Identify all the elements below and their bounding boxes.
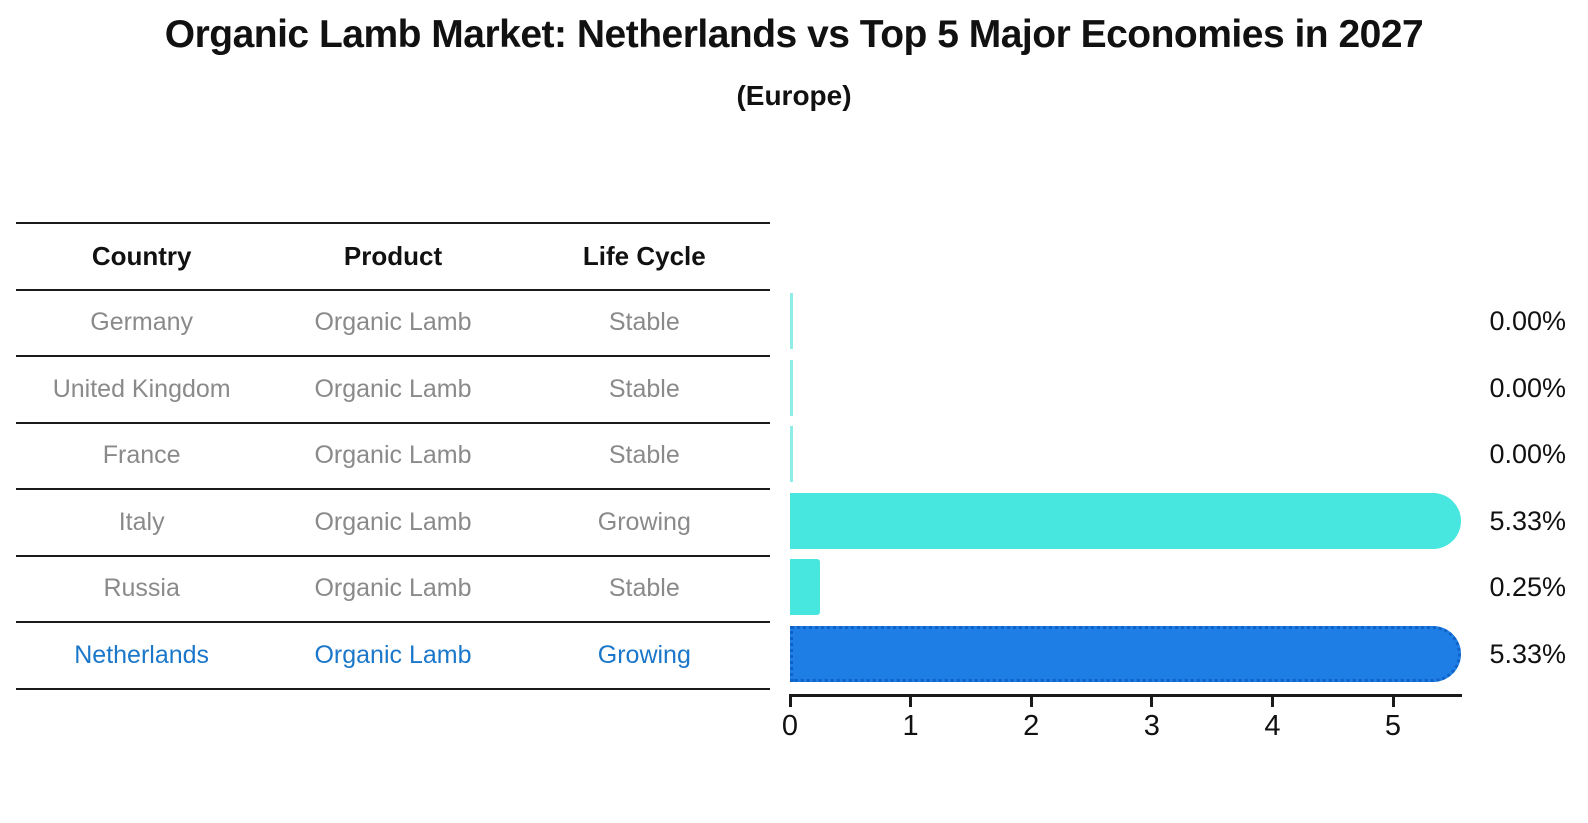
value-label-russia: 0.25% (1489, 572, 1566, 603)
x-axis-tick-label: 2 (1023, 710, 1040, 742)
table-header-product: Product (343, 240, 443, 271)
table-header-country: Country (91, 240, 192, 271)
table-row-united-kingdom: United Kingdom Organic Lamb Stable (16, 357, 770, 424)
page-title: Organic Lamb Market: Netherlands vs Top … (164, 13, 1424, 56)
bar-france (790, 426, 793, 483)
table-cell-product: Organic Lamb (314, 441, 472, 470)
table-cell-life-cycle: Growing (597, 640, 691, 669)
x-axis-tick (1270, 694, 1274, 707)
table-cell-product: Organic Lamb (314, 507, 472, 536)
table-header-row: Country Product Life Cycle (16, 222, 770, 291)
x-axis-tick (1391, 694, 1395, 707)
table-cell-product: Organic Lamb (314, 374, 472, 403)
x-axis-tick-label: 3 (1143, 710, 1160, 742)
page-subtitle: (Europe) (736, 80, 852, 111)
table-row-france: France Organic Lamb Stable (16, 424, 770, 490)
value-label-germany: 0.00% (1489, 306, 1566, 337)
table-cell-country: Netherlands (74, 640, 210, 669)
table-cell-product: Organic Lamb (314, 574, 472, 603)
bar-italy (790, 492, 1461, 549)
table-row-italy: Italy Organic Lamb Growing (16, 490, 770, 557)
bar-netherlands (790, 625, 1461, 682)
table-cell-life-cycle: Stable (608, 308, 680, 337)
bar-united-kingdom (790, 359, 793, 416)
comparison-table: Country Product Life Cycle Germany Organic L… (16, 222, 770, 690)
x-axis-tick-label: 0 (781, 710, 799, 742)
table-cell-country: Germany (90, 308, 194, 337)
value-label-italy: 5.33% (1489, 505, 1566, 536)
table-row-netherlands: Netherlands Organic Lamb Growing (16, 623, 770, 690)
x-axis-tick (788, 694, 792, 707)
table-header-life-cycle: Life Cycle (582, 240, 706, 271)
x-axis-tick-label: 4 (1264, 710, 1281, 742)
value-label-france: 0.00% (1489, 439, 1566, 470)
table-cell-life-cycle: Growing (597, 507, 691, 536)
value-label-united-kingdom: 0.00% (1489, 372, 1566, 403)
value-label-netherlands: 5.33% (1489, 638, 1566, 669)
table-cell-country: Italy (118, 507, 165, 536)
table-cell-country: Russia (103, 574, 180, 603)
table-cell-country: United Kingdom (52, 374, 231, 403)
table-cell-product: Organic Lamb (314, 640, 472, 669)
x-axis-line (790, 694, 1462, 697)
table-row-germany: Germany Organic Lamb Stable (16, 291, 770, 357)
table-cell-country: France (102, 441, 181, 470)
x-axis-tick-label: 1 (902, 710, 919, 742)
table-cell-life-cycle: Stable (608, 574, 680, 603)
x-axis-tick (1029, 694, 1033, 707)
table-row-russia: Russia Organic Lamb Stable (16, 557, 770, 623)
table-cell-life-cycle: Stable (608, 374, 680, 403)
table-cell-life-cycle: Stable (608, 441, 680, 470)
bar-germany (790, 293, 793, 350)
table-cell-product: Organic Lamb (314, 308, 472, 337)
x-axis-tick (909, 694, 913, 707)
x-axis-tick-label: 5 (1384, 710, 1402, 742)
bar-russia (790, 559, 821, 616)
x-axis-tick (1150, 694, 1154, 707)
